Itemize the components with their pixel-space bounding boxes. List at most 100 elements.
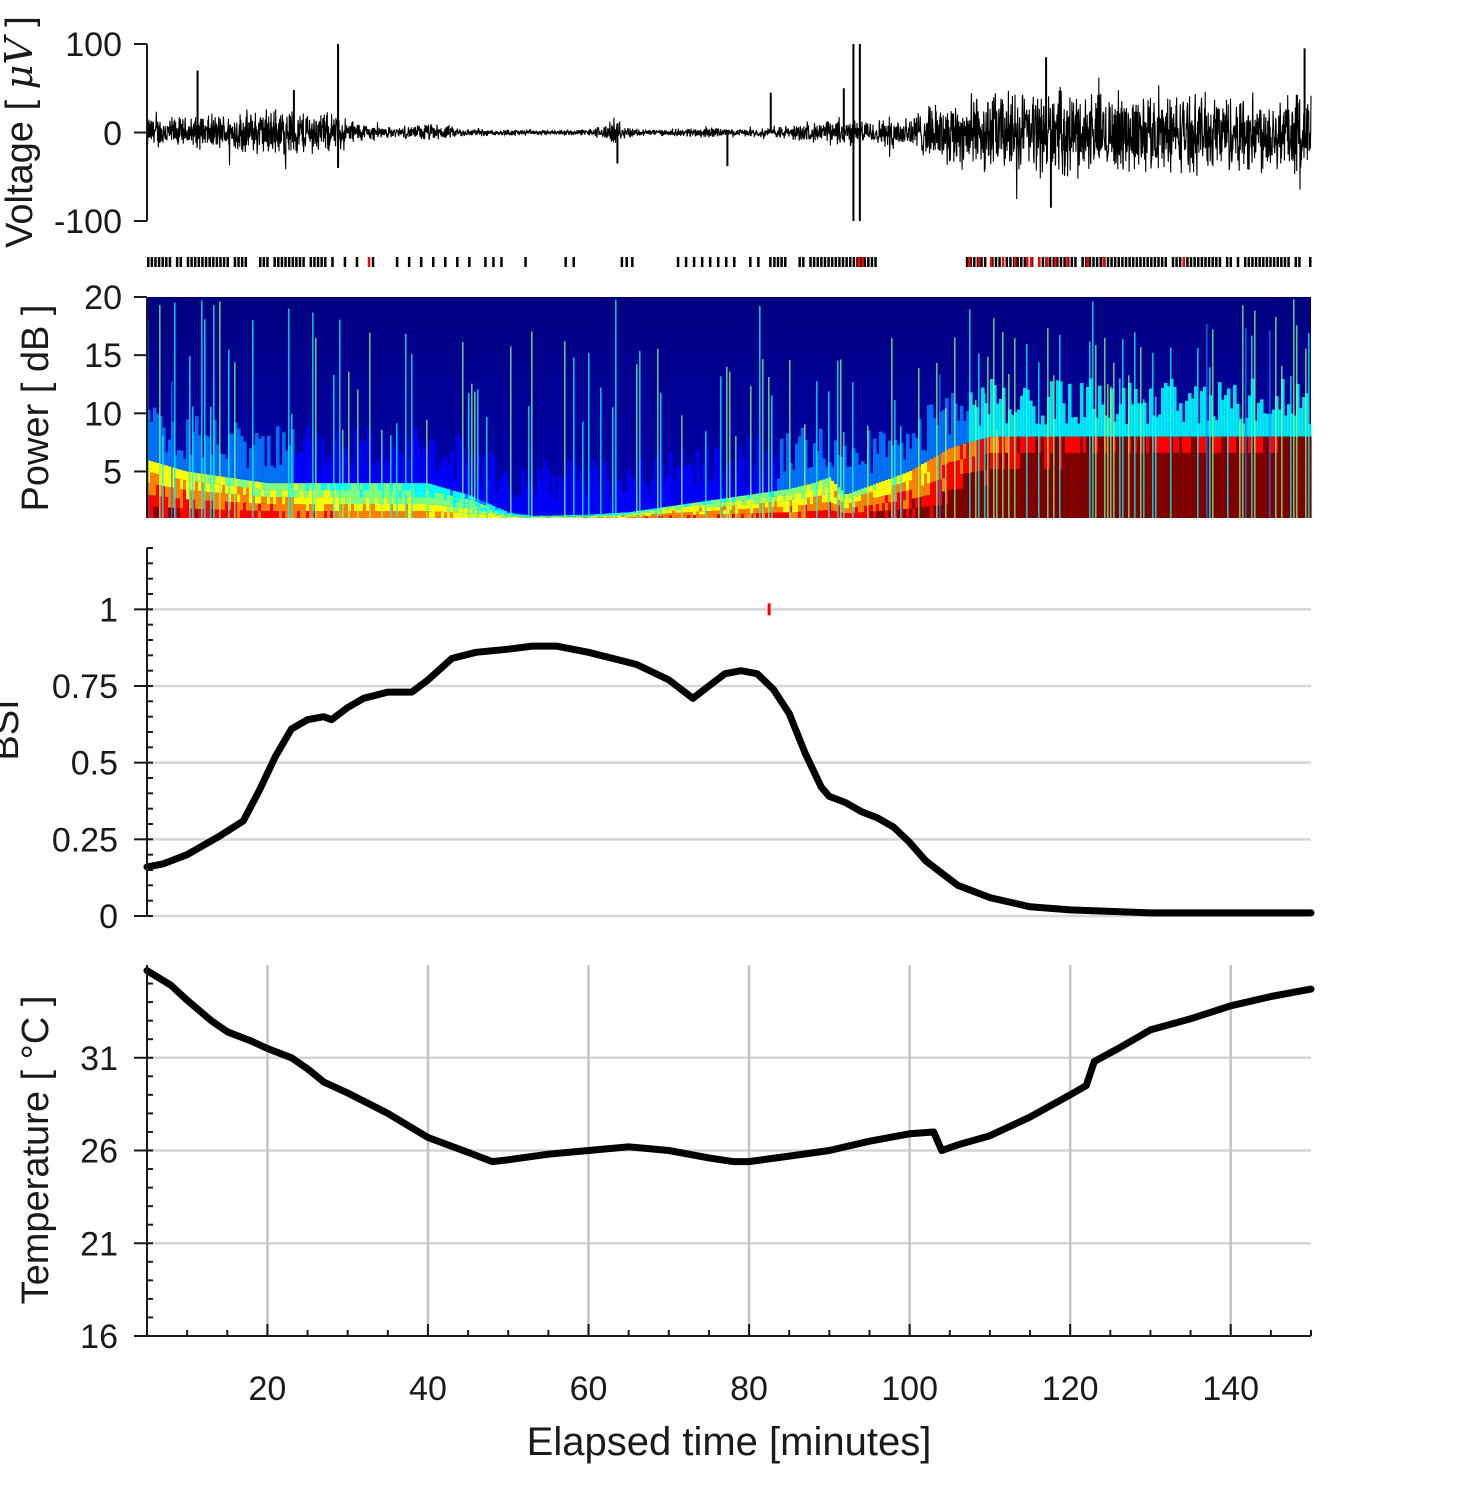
spectrogram-cell bbox=[750, 499, 754, 504]
spectrogram-cell bbox=[750, 508, 754, 514]
spectrogram-cell bbox=[681, 512, 685, 516]
spectrogram-cell bbox=[192, 508, 196, 518]
burst-marker bbox=[1099, 257, 1102, 267]
spectrogram-cell bbox=[1266, 501, 1270, 518]
spectrogram-cell bbox=[1293, 452, 1297, 470]
spectrogram-cell bbox=[336, 490, 340, 498]
spectrogram-cell bbox=[630, 514, 634, 516]
spectrogram-streak bbox=[1290, 376, 1292, 518]
spectrogram-cell bbox=[888, 486, 892, 495]
spectrogram-cell bbox=[282, 490, 286, 498]
spectrogram-cell bbox=[1140, 485, 1144, 502]
spectrogram-cell bbox=[231, 433, 235, 479]
spectrogram-cell bbox=[1110, 501, 1114, 518]
spectrogram-cell bbox=[1143, 436, 1147, 453]
spectrogram-cell bbox=[651, 512, 655, 515]
spectrogram-cell bbox=[657, 513, 661, 516]
spectrogram-cell bbox=[294, 504, 298, 511]
spectrogram-cell bbox=[939, 505, 943, 518]
spectrogram-cell bbox=[1176, 501, 1180, 518]
spectrogram-cell bbox=[867, 486, 871, 493]
burst-highlight bbox=[1102, 257, 1105, 267]
spectrogram-cell bbox=[846, 513, 850, 518]
spectrogram-cell bbox=[615, 514, 619, 516]
bsi-ytick-label: 0 bbox=[99, 898, 118, 936]
spectrogram-cell bbox=[609, 513, 613, 515]
spectrogram-cell bbox=[585, 517, 589, 518]
spectrogram-cell bbox=[1305, 436, 1309, 453]
spectrogram-cell bbox=[630, 476, 634, 512]
spectrogram-cell bbox=[426, 504, 430, 511]
spectrogram-cell bbox=[1116, 485, 1120, 502]
spectrogram-cell bbox=[765, 497, 769, 503]
burst-marker bbox=[1262, 257, 1265, 267]
spectrogram-cell bbox=[174, 488, 178, 499]
spectrogram-cell bbox=[186, 419, 190, 472]
spectrogram-cell bbox=[762, 475, 766, 493]
spectrogram-cell bbox=[561, 517, 565, 518]
spectrogram-cell bbox=[231, 486, 235, 494]
spectrogram-cell bbox=[249, 495, 253, 504]
spectrogram-cell bbox=[507, 515, 511, 517]
spectrogram-cell bbox=[1146, 436, 1150, 453]
spectrogram-cell bbox=[1221, 399, 1225, 437]
spectrogram-cell bbox=[357, 455, 361, 484]
spectrogram-cell bbox=[537, 516, 541, 517]
spectrogram-cell bbox=[546, 516, 550, 518]
bsi-line bbox=[143, 642, 1315, 917]
spectrogram-cell bbox=[285, 450, 289, 484]
spectrogram-cell bbox=[276, 504, 280, 511]
spectrogram-cell bbox=[873, 504, 877, 512]
spectrogram-cell bbox=[1215, 420, 1219, 437]
spectrogram-cell bbox=[1050, 436, 1054, 453]
spectrogram-cell bbox=[1224, 469, 1228, 486]
spectrogram-cell bbox=[153, 484, 157, 496]
spectrogram-cell bbox=[261, 510, 265, 518]
spectrogram-cell bbox=[498, 516, 502, 518]
spectrogram-cell bbox=[219, 509, 223, 518]
spectrogram-cell bbox=[735, 500, 739, 506]
burst-marker bbox=[215, 257, 219, 267]
spectrogram-cell bbox=[1176, 452, 1180, 470]
spectrogram-cell bbox=[648, 514, 652, 517]
spectrogram-cell bbox=[546, 516, 550, 517]
spectrogram-cell bbox=[1131, 436, 1135, 453]
spectrogram-cell bbox=[525, 515, 529, 517]
burst-marker bbox=[823, 257, 827, 267]
spectrogram-cell bbox=[513, 513, 517, 515]
spectrogram-cell bbox=[900, 509, 904, 518]
spectrogram-cell bbox=[858, 506, 862, 513]
spectrogram-cell bbox=[1290, 469, 1294, 486]
spectrogram-cell bbox=[540, 482, 544, 516]
spectrogram-cell bbox=[162, 496, 166, 508]
spectrogram-streak bbox=[939, 374, 941, 518]
spectrogram-cell bbox=[552, 516, 556, 517]
spectrogram-cell bbox=[882, 503, 886, 511]
spectrogram-cell bbox=[846, 498, 850, 504]
spectrogram-cell bbox=[540, 516, 544, 517]
spectrogram-cell bbox=[513, 517, 517, 518]
spectrogram-cell bbox=[240, 494, 244, 503]
spectrogram-cell bbox=[981, 486, 985, 503]
spectrogram-cell bbox=[1023, 501, 1027, 518]
spectrogram-cell bbox=[435, 511, 439, 518]
spectrogram-cell bbox=[1008, 469, 1012, 486]
spectrogram-streak bbox=[1239, 422, 1241, 518]
spectrogram-cell bbox=[1185, 501, 1189, 518]
spectrogram-cell bbox=[1005, 452, 1009, 470]
spectrogram-cell bbox=[666, 473, 670, 507]
spectrogram-cell bbox=[390, 504, 394, 511]
spectrogram-cell bbox=[201, 473, 205, 483]
spectrogram-streak bbox=[1119, 378, 1121, 518]
burst-marker bbox=[820, 257, 823, 267]
spectrogram-cell bbox=[987, 414, 991, 437]
burst-marker bbox=[154, 257, 157, 267]
spectrogram-cell bbox=[801, 505, 805, 512]
spectrogram-cell bbox=[738, 504, 742, 510]
spectrogram-cell bbox=[549, 515, 553, 516]
spectrogram-cell bbox=[861, 506, 865, 513]
spectrogram-cell bbox=[843, 508, 847, 514]
spectrogram-cell bbox=[306, 511, 310, 518]
spectrogram-cell bbox=[828, 493, 832, 502]
spectrogram-cell bbox=[393, 444, 397, 484]
